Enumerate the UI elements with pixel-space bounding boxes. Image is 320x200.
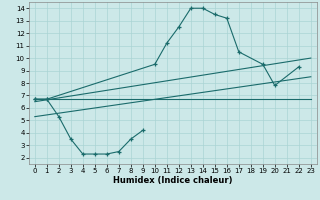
X-axis label: Humidex (Indice chaleur): Humidex (Indice chaleur) bbox=[113, 176, 233, 185]
